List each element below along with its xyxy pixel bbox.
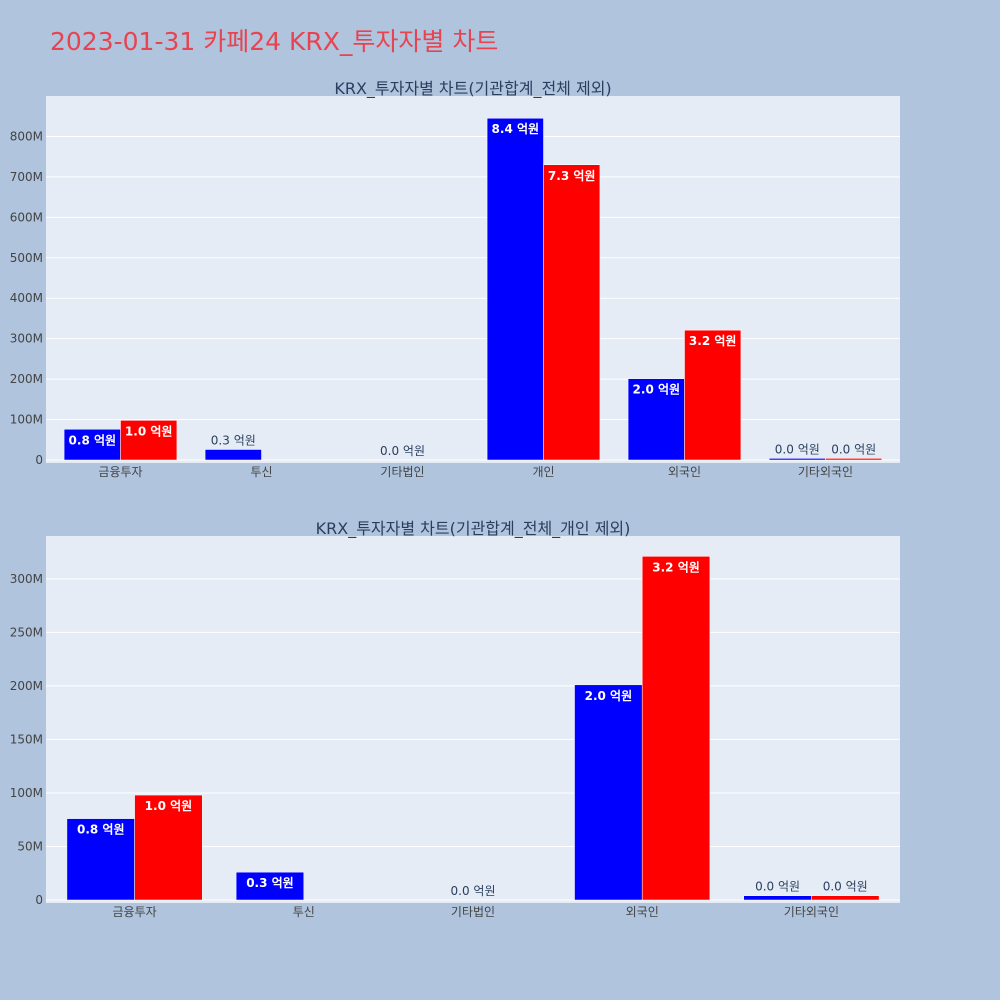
bottom-y-tick-label: 250M bbox=[10, 625, 43, 639]
top-data-label: 7.3 억원 bbox=[548, 169, 596, 183]
top-x-tick-label: 투신 bbox=[250, 465, 272, 479]
top-y-tick-label: 100M bbox=[10, 413, 43, 427]
bottom-data-label: 0.0 억원 bbox=[451, 884, 496, 898]
bottom-bar bbox=[811, 895, 880, 901]
top-bar bbox=[543, 164, 601, 461]
bottom-x-tick-label: 기타법인 bbox=[451, 905, 495, 919]
bottom-y-tick-label: 300M bbox=[10, 572, 43, 586]
top-x-tick-label: 기타외국인 bbox=[798, 465, 853, 479]
bottom-bar bbox=[134, 794, 203, 901]
page-title: 2023-01-31 카페24 KRX_투자자별 차트 bbox=[50, 27, 499, 56]
top-y-tick-label: 300M bbox=[10, 332, 43, 346]
top-data-label: 2.0 억원 bbox=[633, 383, 681, 397]
bottom-x-tick-label: 외국인 bbox=[626, 905, 659, 919]
bottom-data-label: 0.8 억원 bbox=[77, 823, 125, 837]
bottom-y-tick-label: 100M bbox=[10, 786, 43, 800]
top-bar bbox=[204, 449, 262, 461]
bottom-chart-title: KRX_투자자별 차트(기관합계_전체_개인 제외) bbox=[316, 519, 631, 539]
top-chart-title: KRX_투자자별 차트(기관합계_전체 제외) bbox=[334, 79, 611, 99]
top-bar bbox=[486, 117, 544, 461]
top-data-label: 0.0 억원 bbox=[831, 442, 876, 456]
top-bar bbox=[627, 378, 685, 461]
top-bar bbox=[120, 420, 178, 461]
bottom-data-label: 3.2 억원 bbox=[652, 560, 700, 574]
bottom-y-tick-label: 50M bbox=[17, 839, 43, 853]
top-data-label: 0.3 억원 bbox=[211, 433, 256, 447]
top-x-tick-label: 기타법인 bbox=[380, 465, 424, 479]
top-y-tick-label: 500M bbox=[10, 251, 43, 265]
bottom-x-tick-label: 금융투자 bbox=[113, 905, 157, 919]
top-data-label: 0.0 억원 bbox=[775, 442, 820, 456]
top-bar bbox=[825, 458, 883, 461]
chart-bottom: 0 50M 100M 150M 200M 250M 300M KRX_투자자별 차트(기관합계… bbox=[10, 519, 900, 919]
bottom-y-tick-label: 150M bbox=[10, 732, 43, 746]
bottom-bar bbox=[574, 684, 643, 901]
bottom-bar bbox=[641, 556, 711, 901]
top-x-tick-label: 금융투자 bbox=[98, 465, 142, 479]
bottom-bar bbox=[743, 895, 812, 901]
bottom-x-tick-label: 기타외국인 bbox=[784, 905, 839, 919]
chart-top: 0 100M 200M 300M 400M 500M 600M 700M 800M KRX_투자자… bbox=[10, 79, 900, 479]
top-plot-area bbox=[46, 96, 900, 463]
top-y-tick-label: 0 bbox=[35, 453, 43, 467]
bottom-y-tick-label: 200M bbox=[10, 679, 43, 693]
top-x-tick-label: 외국인 bbox=[668, 465, 701, 479]
top-y-tick-label: 800M bbox=[10, 129, 43, 143]
top-data-label: 3.2 억원 bbox=[689, 334, 737, 348]
top-y-tick-label: 600M bbox=[10, 210, 43, 224]
bottom-x-tick-label: 투신 bbox=[293, 905, 315, 919]
top-data-label: 8.4 억원 bbox=[492, 122, 540, 136]
top-data-label: 0.0 억원 bbox=[380, 444, 425, 458]
top-data-label: 1.0 억원 bbox=[125, 424, 173, 438]
bottom-data-label: 0.0 억원 bbox=[823, 880, 868, 894]
bottom-data-label: 1.0 억원 bbox=[145, 799, 193, 813]
top-x-tick-label: 개인 bbox=[532, 465, 554, 479]
top-y-tick-label: 700M bbox=[10, 170, 43, 184]
bottom-y-tick-label: 0 bbox=[35, 893, 43, 907]
top-bar bbox=[768, 458, 826, 461]
top-data-label: 0.8 억원 bbox=[69, 433, 117, 447]
top-y-tick-label: 200M bbox=[10, 372, 43, 386]
bottom-data-label: 2.0 억원 bbox=[585, 689, 633, 703]
top-y-tick-label: 400M bbox=[10, 291, 43, 305]
bottom-data-label: 0.0 억원 bbox=[755, 880, 800, 894]
bottom-bar bbox=[66, 818, 135, 901]
top-bar bbox=[684, 329, 742, 461]
bottom-bar bbox=[235, 871, 305, 901]
bottom-data-label: 0.3 억원 bbox=[246, 876, 294, 890]
